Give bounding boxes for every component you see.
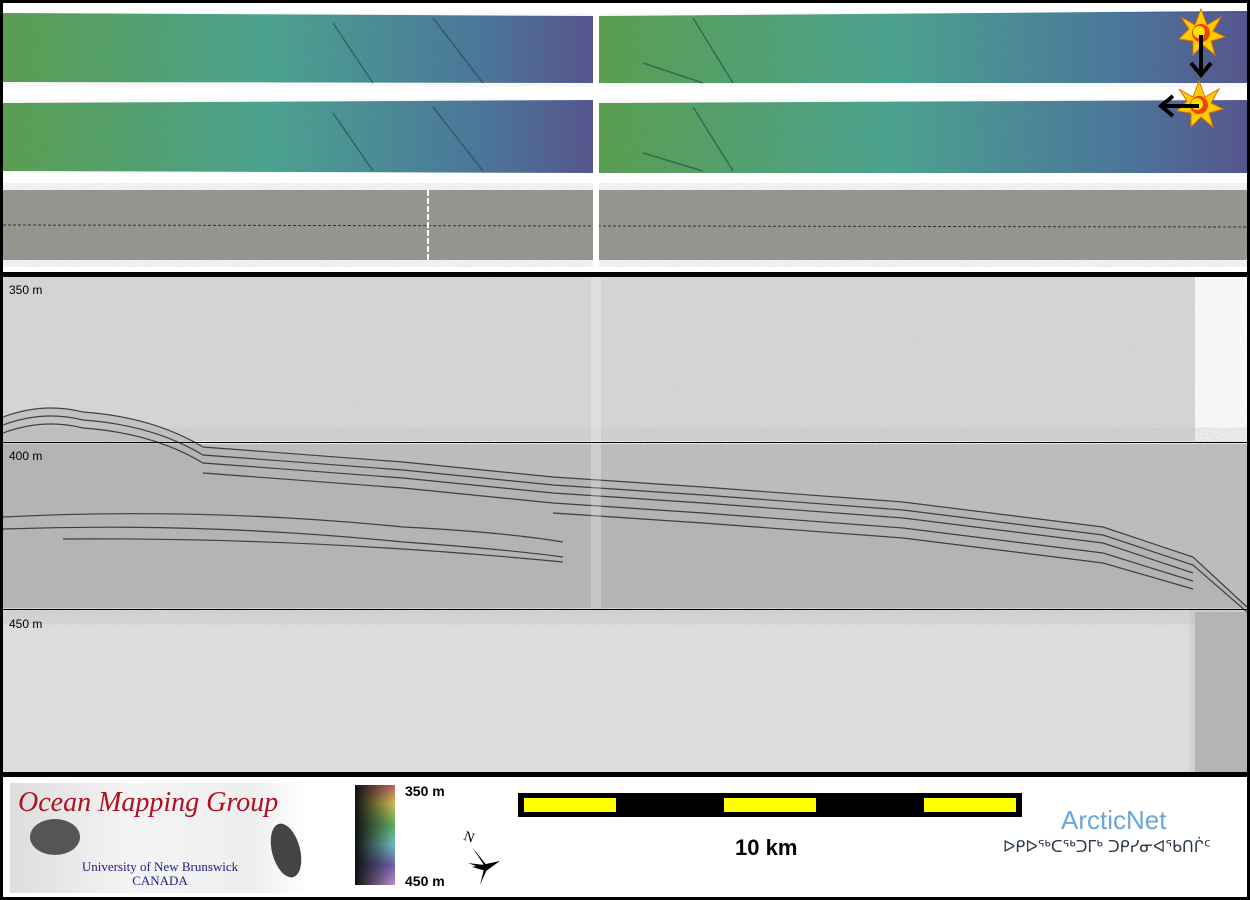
multibeam-panel: [2, 3, 1248, 272]
omg-title: Ocean Mapping Group: [18, 787, 279, 818]
omg-university: University of New Brunswick: [81, 859, 239, 874]
arrow-down-icon: [1189, 35, 1213, 79]
omg-country: CANADA: [132, 873, 188, 888]
depth-label-450: 450 m: [9, 617, 43, 631]
multibeam-strips: [2, 3, 1248, 272]
north-arrow-icon: N: [462, 829, 500, 885]
colorbar-bottom-label: 450 m: [405, 873, 445, 889]
colorbar-top-label: 350 m: [405, 783, 445, 799]
legend-footer: Ocean Mapping Group University of New Br…: [3, 777, 1247, 897]
depth-label-350: 350 m: [9, 283, 43, 297]
subbottom-profile-panel: 350 m 400 m 450 m: [2, 277, 1248, 772]
subbottom-profile: [2, 277, 1248, 772]
depth-colorbar: [355, 785, 395, 885]
arcticnet-syllabics: ᐅᑭᐅᖅᑕᖅᑐᒥᒃ ᑐᑭᓯᓂᐊᖃᑎᒌᑦ: [1003, 837, 1211, 856]
scale-bar-label: 10 km: [735, 835, 798, 860]
seismic-reflectors: [2, 407, 1248, 613]
north-label: N: [462, 829, 477, 847]
scale-bar: [518, 793, 1022, 817]
arrow-left-icon: [1157, 94, 1199, 118]
sonar-image-icon: [30, 819, 80, 855]
depth-label-400: 400 m: [9, 449, 43, 463]
arcticnet-logo: ArcticNet: [1061, 805, 1167, 835]
ocean-mapping-group-logo: Ocean Mapping Group University of New Br…: [10, 783, 310, 893]
backscatter-strip: [2, 183, 1248, 272]
